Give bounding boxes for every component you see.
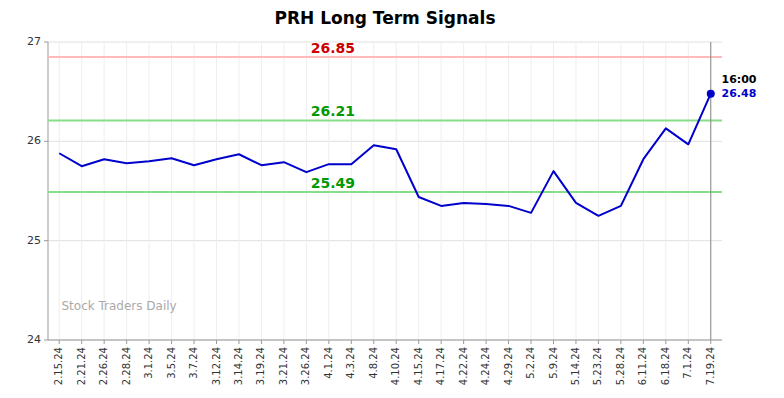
x-tick-label: 2.26.24 [98, 347, 109, 385]
signal-line [48, 56, 722, 58]
x-tick-label: 3.12.24 [211, 347, 222, 385]
x-tick [283, 340, 284, 344]
x-tick-label: 4.1.24 [323, 347, 334, 379]
y-tick-label: 27 [27, 35, 41, 48]
x-tick [531, 340, 532, 344]
x-tick-label: 4.3.24 [345, 347, 356, 379]
plot-area [48, 42, 722, 340]
last-point-line [710, 42, 711, 340]
x-tick-label: 2.21.24 [76, 347, 87, 385]
x-tick-label: 7.1.24 [682, 347, 693, 379]
signal-line [48, 191, 722, 193]
x-tick-label: 4.17.24 [435, 347, 446, 385]
x-tick-label: 5.28.24 [615, 347, 626, 385]
signal-line [48, 119, 722, 121]
x-tick-label: 4.22.24 [458, 347, 469, 385]
x-tick-label: 6.18.24 [660, 347, 671, 385]
y-tick [44, 340, 48, 341]
x-tick [216, 340, 217, 344]
x-tick [171, 340, 172, 344]
x-tick-label: 5.2.24 [525, 347, 536, 379]
x-tick [688, 340, 689, 344]
x-tick [575, 340, 576, 344]
x-tick [418, 340, 419, 344]
x-tick-label: 3.5.24 [166, 347, 177, 379]
x-tick [261, 340, 262, 344]
x-tick-label: 3.1.24 [143, 347, 154, 379]
annotation: 26.48 [722, 87, 757, 100]
x-tick [149, 340, 150, 344]
y-tick [44, 240, 48, 241]
x-tick-label: 3.26.24 [300, 347, 311, 385]
x-tick-label: 5.23.24 [592, 347, 603, 385]
x-tick [351, 340, 352, 344]
last-point [707, 90, 715, 98]
x-tick-label: 4.29.24 [503, 347, 514, 385]
y-tick [44, 42, 48, 43]
x-tick [665, 340, 666, 344]
annotation: 16:00 [722, 73, 757, 86]
x-tick [104, 340, 105, 344]
x-tick [486, 340, 487, 344]
x-tick [508, 340, 509, 344]
x-tick-label: 7.19.24 [705, 347, 716, 385]
chart: PRH Long Term Signals Stock Traders Daily… [0, 0, 784, 398]
x-tick-label: 2.28.24 [121, 347, 132, 385]
x-tick [81, 340, 82, 344]
x-tick [463, 340, 464, 344]
x-tick [328, 340, 329, 344]
title: PRH Long Term Signals [274, 8, 495, 28]
signal-label: 25.49 [311, 175, 355, 191]
x-tick [238, 340, 239, 344]
y-tick [44, 141, 48, 142]
x-tick [643, 340, 644, 344]
x-tick-label: 3.14.24 [233, 347, 244, 385]
x-tick-label: 4.24.24 [480, 347, 491, 385]
price-line [59, 94, 711, 216]
x-tick [396, 340, 397, 344]
x-tick-label: 3.19.24 [255, 347, 266, 385]
x-tick [306, 340, 307, 344]
watermark: Stock Traders Daily [61, 299, 176, 313]
x-tick [710, 340, 711, 344]
signal-label: 26.21 [311, 103, 355, 119]
grid [48, 42, 722, 340]
x-tick [373, 340, 374, 344]
x-tick [194, 340, 195, 344]
x-tick [441, 340, 442, 344]
x-tick [553, 340, 554, 344]
x-tick-label: 5.9.24 [548, 347, 559, 379]
x-tick-label: 6.11.24 [637, 347, 648, 385]
x-tick-label: 2.15.24 [53, 347, 64, 385]
signal-label: 26.85 [311, 40, 355, 56]
y-tick-label: 26 [27, 134, 41, 147]
x-tick-label: 4.8.24 [368, 347, 379, 379]
x-tick [620, 340, 621, 344]
x-tick [598, 340, 599, 344]
grid-line-x [710, 42, 711, 340]
x-tick-label: 4.15.24 [413, 347, 424, 385]
y-tick-label: 25 [27, 234, 41, 247]
x-tick [59, 340, 60, 344]
x-tick-label: 3.21.24 [278, 347, 289, 385]
x-tick-label: 4.10.24 [390, 347, 401, 385]
x-tick-label: 3.7.24 [188, 347, 199, 379]
x-tick [126, 340, 127, 344]
y-tick-label: 24 [27, 333, 41, 346]
x-tick-label: 5.14.24 [570, 347, 581, 385]
